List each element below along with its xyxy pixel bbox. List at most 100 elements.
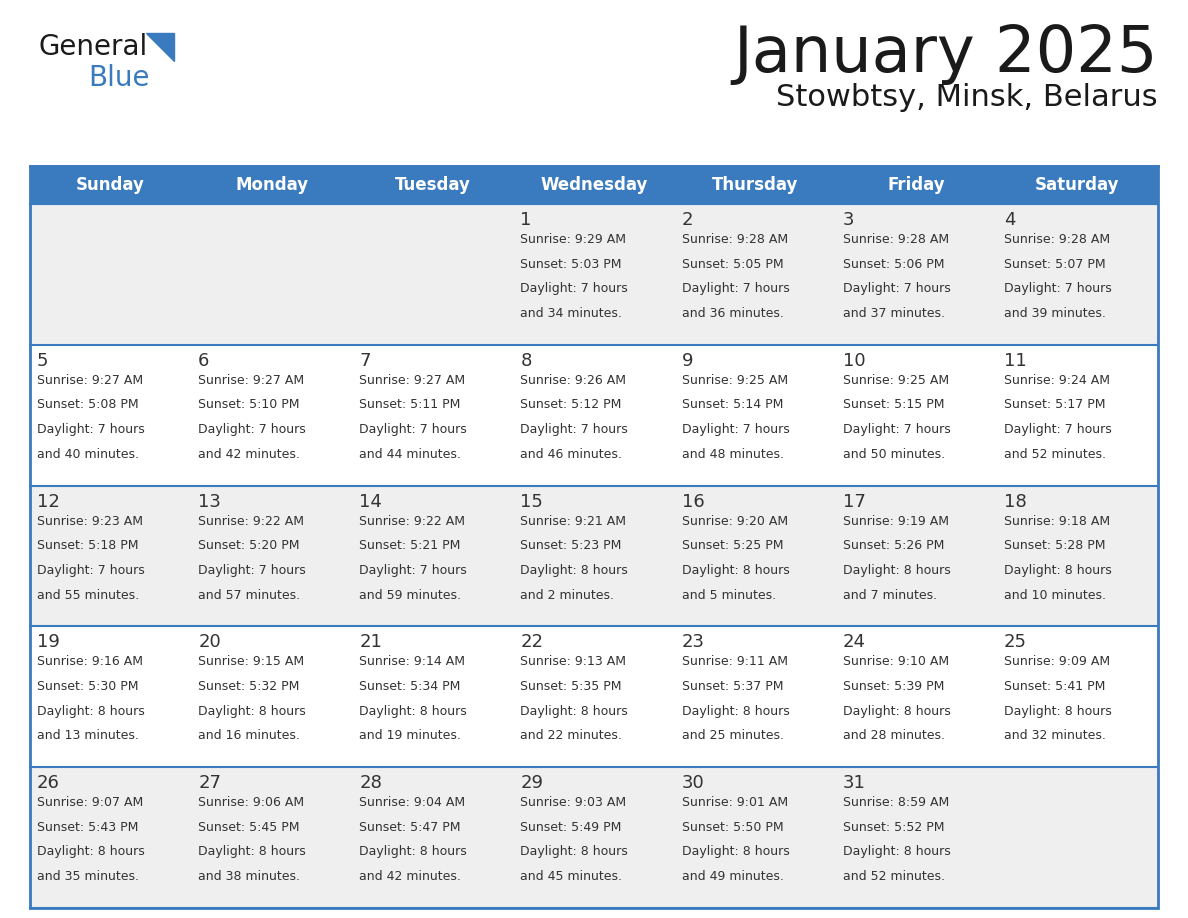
Text: and 2 minutes.: and 2 minutes. (520, 588, 614, 601)
Text: Daylight: 7 hours: Daylight: 7 hours (842, 282, 950, 296)
Text: Daylight: 7 hours: Daylight: 7 hours (1004, 423, 1112, 436)
Text: and 38 minutes.: and 38 minutes. (198, 870, 301, 883)
Text: 4: 4 (1004, 211, 1016, 229)
Polygon shape (146, 33, 173, 61)
Text: Sunset: 5:05 PM: Sunset: 5:05 PM (682, 258, 783, 271)
Text: Daylight: 7 hours: Daylight: 7 hours (842, 423, 950, 436)
Text: Sunset: 5:06 PM: Sunset: 5:06 PM (842, 258, 944, 271)
Text: Daylight: 8 hours: Daylight: 8 hours (842, 564, 950, 577)
Text: Daylight: 7 hours: Daylight: 7 hours (520, 423, 628, 436)
Text: 6: 6 (198, 352, 209, 370)
Text: Sunrise: 9:06 AM: Sunrise: 9:06 AM (198, 796, 304, 809)
Text: Daylight: 7 hours: Daylight: 7 hours (198, 564, 305, 577)
Text: Sunrise: 9:27 AM: Sunrise: 9:27 AM (37, 374, 143, 386)
Text: Sunset: 5:41 PM: Sunset: 5:41 PM (1004, 680, 1105, 693)
Text: Sunrise: 9:01 AM: Sunrise: 9:01 AM (682, 796, 788, 809)
Text: Sunrise: 9:20 AM: Sunrise: 9:20 AM (682, 515, 788, 528)
Text: Sunrise: 9:10 AM: Sunrise: 9:10 AM (842, 655, 949, 668)
Text: 19: 19 (37, 633, 59, 652)
Text: and 42 minutes.: and 42 minutes. (359, 870, 461, 883)
Text: Sunrise: 9:04 AM: Sunrise: 9:04 AM (359, 796, 466, 809)
Text: and 49 minutes.: and 49 minutes. (682, 870, 783, 883)
Bar (30, 345, 1158, 486)
Text: Daylight: 7 hours: Daylight: 7 hours (359, 423, 467, 436)
Text: Daylight: 8 hours: Daylight: 8 hours (1004, 705, 1112, 718)
Text: Stowbtsy, Minsk, Belarus: Stowbtsy, Minsk, Belarus (777, 83, 1158, 112)
Text: Sunrise: 9:25 AM: Sunrise: 9:25 AM (682, 374, 788, 386)
Text: Daylight: 8 hours: Daylight: 8 hours (359, 705, 467, 718)
Text: Daylight: 8 hours: Daylight: 8 hours (682, 564, 789, 577)
Text: Sunset: 5:26 PM: Sunset: 5:26 PM (842, 539, 944, 553)
Text: Daylight: 8 hours: Daylight: 8 hours (520, 564, 628, 577)
Text: 1: 1 (520, 211, 532, 229)
Text: Sunrise: 9:29 AM: Sunrise: 9:29 AM (520, 233, 626, 246)
Text: 8: 8 (520, 352, 532, 370)
Bar (30, 166, 1158, 908)
Text: and 7 minutes.: and 7 minutes. (842, 588, 937, 601)
Text: and 10 minutes.: and 10 minutes. (1004, 588, 1106, 601)
Text: and 42 minutes.: and 42 minutes. (198, 448, 301, 461)
Text: January 2025: January 2025 (733, 23, 1158, 85)
Text: Sunrise: 9:27 AM: Sunrise: 9:27 AM (359, 374, 466, 386)
Text: 15: 15 (520, 493, 543, 510)
Text: 20: 20 (198, 633, 221, 652)
Text: Sunset: 5:21 PM: Sunset: 5:21 PM (359, 539, 461, 553)
Text: Sunrise: 9:23 AM: Sunrise: 9:23 AM (37, 515, 143, 528)
Text: 3: 3 (842, 211, 854, 229)
Text: Daylight: 7 hours: Daylight: 7 hours (359, 564, 467, 577)
Text: Monday: Monday (235, 176, 308, 194)
Text: 24: 24 (842, 633, 866, 652)
Text: Sunset: 5:23 PM: Sunset: 5:23 PM (520, 539, 621, 553)
Text: 17: 17 (842, 493, 866, 510)
Text: Sunrise: 9:22 AM: Sunrise: 9:22 AM (198, 515, 304, 528)
Text: 29: 29 (520, 774, 543, 792)
Text: Sunset: 5:34 PM: Sunset: 5:34 PM (359, 680, 461, 693)
Text: Sunrise: 9:25 AM: Sunrise: 9:25 AM (842, 374, 949, 386)
Text: Sunset: 5:15 PM: Sunset: 5:15 PM (842, 398, 944, 411)
Text: Sunset: 5:39 PM: Sunset: 5:39 PM (842, 680, 944, 693)
Text: Sunrise: 9:28 AM: Sunrise: 9:28 AM (1004, 233, 1110, 246)
Text: Sunrise: 9:07 AM: Sunrise: 9:07 AM (37, 796, 144, 809)
Text: Sunset: 5:10 PM: Sunset: 5:10 PM (198, 398, 299, 411)
Text: Daylight: 7 hours: Daylight: 7 hours (520, 282, 628, 296)
Text: and 25 minutes.: and 25 minutes. (682, 729, 784, 743)
Text: Daylight: 8 hours: Daylight: 8 hours (198, 705, 305, 718)
Text: and 34 minutes.: and 34 minutes. (520, 307, 623, 319)
Bar (30, 626, 1158, 767)
Text: and 5 minutes.: and 5 minutes. (682, 588, 776, 601)
Text: Sunrise: 9:22 AM: Sunrise: 9:22 AM (359, 515, 466, 528)
Text: Sunrise: 8:59 AM: Sunrise: 8:59 AM (842, 796, 949, 809)
Text: Sunrise: 9:03 AM: Sunrise: 9:03 AM (520, 796, 626, 809)
Text: 22: 22 (520, 633, 543, 652)
Text: 16: 16 (682, 493, 704, 510)
Text: Sunrise: 9:27 AM: Sunrise: 9:27 AM (198, 374, 304, 386)
Text: Sunset: 5:12 PM: Sunset: 5:12 PM (520, 398, 621, 411)
Text: Sunset: 5:49 PM: Sunset: 5:49 PM (520, 821, 621, 834)
Text: and 19 minutes.: and 19 minutes. (359, 729, 461, 743)
Text: Sunset: 5:30 PM: Sunset: 5:30 PM (37, 680, 139, 693)
Text: 28: 28 (359, 774, 383, 792)
Text: Sunset: 5:43 PM: Sunset: 5:43 PM (37, 821, 138, 834)
Text: and 46 minutes.: and 46 minutes. (520, 448, 623, 461)
Bar (30, 166, 1158, 204)
Text: Daylight: 7 hours: Daylight: 7 hours (37, 564, 145, 577)
Text: Friday: Friday (887, 176, 946, 194)
Text: Sunset: 5:25 PM: Sunset: 5:25 PM (682, 539, 783, 553)
Text: Sunset: 5:50 PM: Sunset: 5:50 PM (682, 821, 783, 834)
Text: Daylight: 7 hours: Daylight: 7 hours (682, 282, 789, 296)
Text: 25: 25 (1004, 633, 1026, 652)
Text: 21: 21 (359, 633, 383, 652)
Text: and 52 minutes.: and 52 minutes. (1004, 448, 1106, 461)
Text: Sunrise: 9:11 AM: Sunrise: 9:11 AM (682, 655, 788, 668)
Text: 11: 11 (1004, 352, 1026, 370)
Text: and 59 minutes.: and 59 minutes. (359, 588, 461, 601)
Text: Daylight: 8 hours: Daylight: 8 hours (520, 705, 628, 718)
Text: Sunset: 5:28 PM: Sunset: 5:28 PM (1004, 539, 1105, 553)
Text: Sunrise: 9:28 AM: Sunrise: 9:28 AM (682, 233, 788, 246)
Bar (30, 486, 1158, 626)
Bar (30, 767, 1158, 908)
Text: General: General (38, 33, 147, 61)
Text: Tuesday: Tuesday (394, 176, 470, 194)
Text: Sunrise: 9:26 AM: Sunrise: 9:26 AM (520, 374, 626, 386)
Text: Sunset: 5:32 PM: Sunset: 5:32 PM (198, 680, 299, 693)
